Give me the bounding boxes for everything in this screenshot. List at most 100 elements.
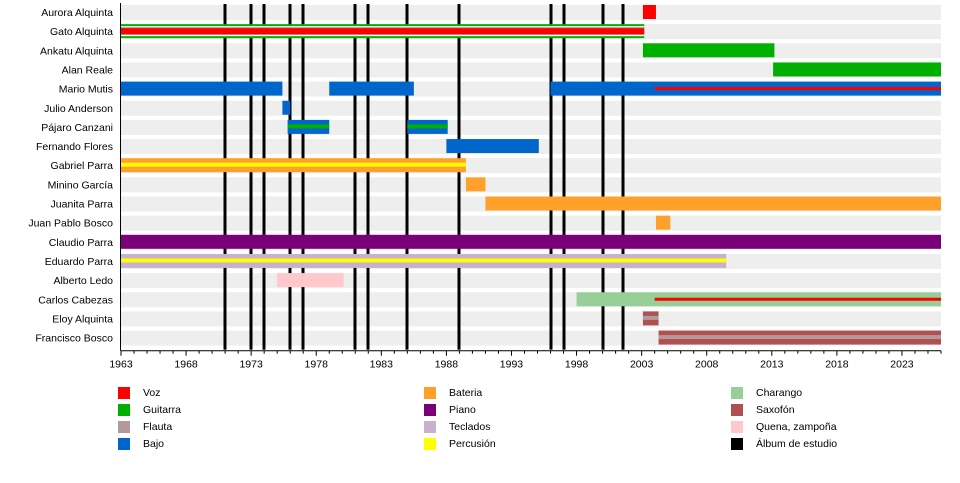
legend-item-album: Álbum de estudio xyxy=(731,437,837,451)
legend-label: Saxofón xyxy=(756,404,795,416)
album-line xyxy=(457,4,461,350)
x-tick-label: 1983 xyxy=(370,359,394,371)
member-label: Alan Reale xyxy=(62,64,114,76)
album-line xyxy=(621,4,625,350)
x-tick-label: 2003 xyxy=(630,359,654,371)
member-label: Eloy Alquinta xyxy=(52,313,113,325)
legend-label: Teclados xyxy=(449,421,491,433)
member-label: Gabriel Parra xyxy=(51,160,114,172)
album-line xyxy=(288,4,292,350)
x-tick-label: 2018 xyxy=(825,359,849,371)
member-label: Francisco Bosco xyxy=(35,333,113,345)
bar-stripe-voz xyxy=(654,87,941,91)
album-line xyxy=(301,4,305,350)
row-background xyxy=(121,215,941,231)
row-background xyxy=(121,43,941,59)
row-background xyxy=(121,62,941,78)
legend-label: Percusión xyxy=(449,438,496,450)
bar-piano xyxy=(121,234,941,249)
member-label: Eduardo Parra xyxy=(45,256,113,268)
legend-item-bajo: Bajo xyxy=(118,437,164,451)
bar-stripe-flauta xyxy=(642,315,659,320)
row-background xyxy=(121,177,941,193)
member-label: Claudio Parra xyxy=(49,237,113,249)
bar-bajo xyxy=(446,139,539,154)
member-label: Juan Pablo Bosco xyxy=(28,218,113,230)
bar-bateria xyxy=(655,215,671,230)
legend-label: Charango xyxy=(756,387,803,399)
album-line xyxy=(549,4,553,350)
legend-label: Quena, zampoña xyxy=(756,421,837,433)
timeline-chart: Aurora Alquinta Gato Alquinta Ankatu Alqui… xyxy=(28,3,942,371)
legend-swatch xyxy=(424,438,436,450)
legend-item-guitarra: Guitarra xyxy=(118,403,181,417)
legend-item-percusion: Percusión xyxy=(424,437,496,451)
member-label: Mario Mutis xyxy=(59,84,113,96)
legend-swatch xyxy=(424,421,436,433)
row-background xyxy=(121,119,941,135)
row-background xyxy=(121,273,941,289)
member-bars xyxy=(121,5,941,345)
legend-label: Voz xyxy=(143,387,161,399)
member-label: Pájaro Canzani xyxy=(41,122,113,134)
bar-bajo xyxy=(282,100,291,115)
bar-stripe-guitarra xyxy=(407,124,448,129)
member-label: Julio Anderson xyxy=(44,103,113,115)
legend-label: Piano xyxy=(449,404,476,416)
album-line xyxy=(353,4,357,350)
legend: Voz Guitarra Flauta Bajo Bateria Piano Teclado… xyxy=(0,386,960,466)
member-label: Minino García xyxy=(48,179,114,191)
legend-item-quena: Quena, zampoña xyxy=(731,420,837,434)
bar-stripe-voz xyxy=(121,28,645,35)
album-line xyxy=(223,4,227,350)
x-axis: 1963 1968 1973 1978 1983 1988 1993 1998 2003 2008… xyxy=(109,3,942,371)
member-labels: Aurora Alquinta Gato Alquinta Ankatu Alqui… xyxy=(28,7,113,345)
x-tick-label: 2008 xyxy=(695,359,719,371)
album-line xyxy=(405,4,409,350)
row-background xyxy=(121,5,941,20)
member-label: Fernando Flores xyxy=(36,141,113,153)
legend-swatch xyxy=(424,404,436,416)
x-tick-label: 1978 xyxy=(305,359,329,371)
bar-voz xyxy=(642,5,656,19)
album-line xyxy=(601,4,605,350)
legend-label: Álbum de estudio xyxy=(756,438,838,450)
x-tick-label: 2023 xyxy=(890,359,914,371)
member-label: Gato Alquinta xyxy=(50,26,113,38)
bar-stripe-percusion xyxy=(121,258,727,263)
row-background xyxy=(121,311,941,327)
legend-swatch xyxy=(731,404,743,416)
x-tick-label: 1988 xyxy=(435,359,459,371)
legend-item-bateria: Bateria xyxy=(424,386,482,400)
member-label: Juanita Parra xyxy=(51,199,114,211)
legend-swatch xyxy=(731,438,743,450)
legend-swatch xyxy=(118,404,130,416)
bar-guitarra xyxy=(773,62,941,77)
legend-label: Flauta xyxy=(143,421,173,433)
legend-item-charango: Charango xyxy=(731,386,802,400)
bar-stripe-voz xyxy=(654,297,941,301)
x-tick-label: 1968 xyxy=(174,359,198,371)
legend-swatch xyxy=(731,387,743,399)
legend-item-saxofon: Saxofón xyxy=(731,403,795,417)
member-label: Carlos Cabezas xyxy=(38,294,113,306)
bar-bajo xyxy=(329,81,414,96)
album-line xyxy=(562,4,566,350)
bar-stripe-guitarra xyxy=(287,124,330,129)
legend-swatch xyxy=(731,421,743,433)
legend-item-flauta: Flauta xyxy=(118,420,172,434)
bar-guitarra xyxy=(642,43,775,58)
member-label: Alberto Ledo xyxy=(53,275,113,287)
bar-bateria xyxy=(465,177,486,192)
legend-label: Guitarra xyxy=(143,404,181,416)
member-label: Ankatu Alquinta xyxy=(40,45,113,57)
x-tick-label: 1998 xyxy=(565,359,589,371)
legend-item-teclados: Teclados xyxy=(424,420,490,434)
legend-swatch xyxy=(424,387,436,399)
bar-bajo xyxy=(121,81,283,96)
x-tick-label: 1963 xyxy=(109,359,133,371)
album-line xyxy=(249,4,253,350)
bar-stripe-flauta xyxy=(658,335,941,340)
legend-label: Bateria xyxy=(449,387,483,399)
bar-quena xyxy=(277,273,344,288)
